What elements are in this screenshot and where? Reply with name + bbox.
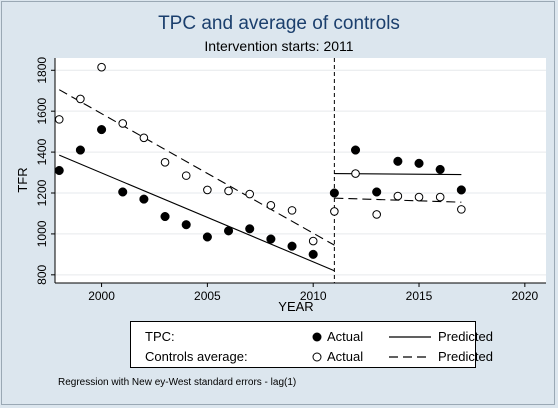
controls-actual-point [435,192,445,202]
hollow-circle-marker-icon [312,352,322,362]
y-axis-label: TFR [15,167,30,192]
filled-circle-marker-icon [312,332,322,342]
tpc-actual-point [393,156,403,166]
y-tick-label: 1000 [35,220,49,247]
controls-actual-point [287,206,297,215]
controls-actual-point [330,207,339,216]
dashed-line-icon [389,356,431,358]
legend: TPC: Actual Predicted Controls average: … [130,321,493,368]
tpc-actual-point [329,188,339,198]
tpc-actual-point [308,249,318,259]
tpc-actual-point [118,187,128,197]
controls-actual-point [76,94,85,104]
controls-actual-point [351,169,360,178]
controls-actual-point [118,119,128,128]
legend-row-controls: Controls average: Actual Predicted [131,347,493,367]
tpc-actual-point [350,145,361,155]
x-tick-label: 2015 [406,289,433,303]
tpc-actual-point [372,187,382,197]
x-tick-label: 2010 [300,289,327,303]
controls-actual-point [54,115,64,124]
tpc-actual-point [287,241,297,251]
controls-actual-point [224,186,233,196]
legend-actual-label: Actual [327,349,364,364]
tpc-predicted-line [59,154,335,272]
y-tick-label: 800 [35,264,49,284]
plot-background [55,58,546,283]
controls-actual-point [308,236,318,246]
tpc-actual-point [456,185,466,195]
controls-actual-point [97,62,106,72]
chart-subtitle: Intervention starts: 2011 [204,38,354,54]
controls-actual-point [393,191,403,201]
controls-actual-point [245,189,255,199]
tpc-actual-point [75,145,85,155]
legend-predicted-label: Predicted [438,349,493,364]
y-tick-label: 1600 [35,98,49,125]
controls-actual-point [457,205,466,214]
controls-actual-point [139,133,149,143]
tpc-actual-point [54,165,64,176]
chart-title: TPC and average of controls [158,13,400,34]
tpc-actual-point [97,125,107,135]
controls-actual-point [372,210,381,219]
legend-group-label: Controls average: [145,349,248,364]
legend-row-tpc: TPC: Actual Predicted [131,327,493,347]
x-tick-label: 2020 [511,289,538,303]
controls-actual-point [266,200,276,210]
solid-line-icon [389,336,431,338]
tpc-actual-point [245,224,255,234]
tpc-actual-point [139,194,149,204]
x-tick-label: 2000 [88,289,115,303]
tpc-actual-point [202,232,212,242]
controls-actual-point [181,171,191,180]
legend-group-label: TPC: [145,329,175,344]
tpc-actual-point [223,226,234,236]
footnote: Regression with New ey-West standard err… [58,377,297,388]
x-tick-label: 2005 [194,289,221,303]
y-tick-label: 1400 [35,138,49,165]
y-tick-label: 1800 [35,57,49,84]
tpc-actual-point [414,158,424,168]
controls-actual-point [203,185,212,195]
tpc-actual-point [160,211,170,222]
legend-predicted-label: Predicted [438,329,493,344]
legend-actual-label: Actual [327,329,364,344]
controls-predicted-line [58,89,335,246]
controls-actual-point [414,192,424,202]
tpc-actual-point [266,234,276,244]
x-axis-label: YEAR [278,299,313,314]
controls-actual-point [160,158,170,167]
tpc-actual-point [181,220,191,230]
tpc-actual-point [435,164,445,175]
y-tick-label: 1200 [35,179,49,206]
